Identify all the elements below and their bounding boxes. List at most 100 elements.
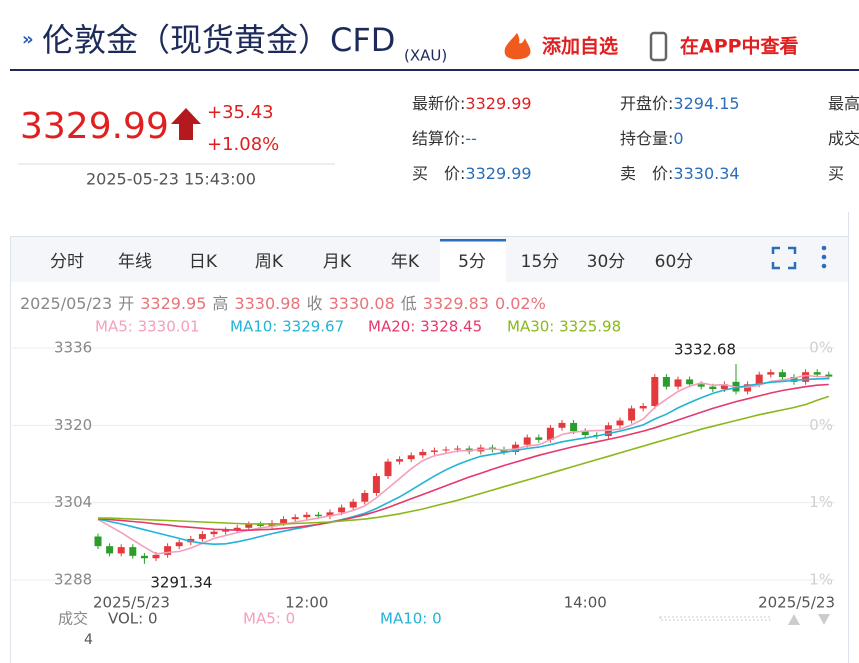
scroll-down[interactable]	[818, 614, 830, 625]
volume-title: 成交	[58, 610, 88, 628]
tab[interactable]: 周K	[255, 252, 284, 272]
chart: MA5: 3330.01 MA10: 3329.67 MA20: 3328.45 MA…	[12, 318, 835, 612]
percent: +1.08%	[207, 134, 279, 155]
tab[interactable]: 分时	[50, 252, 84, 272]
candle-body	[790, 377, 798, 382]
scroll-controls	[659, 614, 830, 625]
scroll-up[interactable]	[788, 614, 800, 625]
y-tick-label: 3288	[54, 571, 92, 589]
volume-axis-label: 4	[84, 632, 93, 648]
fullscreen-button[interactable]	[771, 246, 797, 270]
candle-body	[326, 512, 334, 517]
candle-body	[175, 542, 183, 547]
fullscreen-icon[interactable]	[771, 246, 797, 270]
active-tab-indicator	[440, 239, 506, 242]
open-app[interactable]: 在APP中查看	[649, 31, 799, 62]
candle-body	[164, 546, 172, 555]
stat-value: 0	[673, 129, 683, 148]
chart-panel	[10, 236, 849, 663]
tab[interactable]: 15分	[521, 252, 560, 272]
candle-body	[558, 422, 566, 428]
legend-entry: MA5: 3330.01	[95, 318, 200, 336]
stat-label: 成交	[828, 129, 859, 148]
stat-value: 3329.99	[465, 164, 531, 183]
stat-value: 3330.34	[673, 164, 739, 183]
dot[interactable]	[821, 245, 827, 251]
right-axis-label: 1%	[809, 571, 833, 589]
action-label[interactable]: 在APP中查看	[680, 35, 799, 58]
ma-line	[97, 377, 829, 546]
candle-body	[256, 524, 264, 526]
stat-label: 买	[828, 164, 844, 183]
candle-body	[106, 546, 114, 554]
candle-body	[372, 476, 380, 493]
tab[interactable]: 60分	[655, 252, 694, 272]
x-tick-label: 12:00	[285, 594, 328, 612]
right-axis-label: 1%	[809, 493, 833, 511]
tab[interactable]: 30分	[587, 252, 626, 272]
y-tick-label: 3304	[54, 493, 92, 511]
candle-body	[349, 501, 357, 508]
info-value: 3330.08	[329, 294, 395, 313]
volume-legend: MA5: 0	[243, 610, 295, 628]
stat-label: 最新价:	[412, 94, 465, 113]
active-tab[interactable]	[440, 240, 506, 282]
ma-line	[97, 374, 829, 555]
stat: 持仓量:0	[620, 129, 684, 148]
legend-entry: MA20: 3328.45	[368, 318, 482, 336]
more-button[interactable]	[821, 245, 827, 269]
candle-body	[407, 455, 415, 460]
tabs: 分时 年线 日K 周K 月K 年K 5分 15分 30分 60分	[50, 239, 693, 282]
price: 3329.99	[20, 106, 169, 147]
stat-label: 卖 价:	[620, 164, 673, 183]
low-label: 3291.34	[150, 573, 212, 591]
info-value: 3329.95	[140, 294, 206, 313]
candle-body	[581, 431, 589, 435]
volume-legend: VOL: 0	[108, 610, 158, 628]
candle-body	[152, 554, 160, 559]
candle-body	[720, 384, 728, 390]
info-label: 低	[401, 294, 417, 313]
candle-body	[396, 459, 404, 462]
candle-body	[674, 379, 682, 387]
info-label: 开	[118, 294, 134, 313]
candle-body	[280, 519, 288, 523]
candle-body	[245, 524, 253, 528]
title: 伦敦金（现货黄金）CFD	[42, 21, 395, 59]
x-tick-label: 2025/5/23	[758, 594, 835, 612]
stat-value: 3294.15	[673, 94, 739, 113]
candle-body	[430, 450, 438, 452]
tab[interactable]: 月K	[323, 252, 352, 272]
ohlc-info: 2025/05/23 开 3329.95 高 3330.98 收 3330.08 低 3329.…	[20, 294, 546, 313]
tab[interactable]: 年K	[391, 252, 420, 272]
dot[interactable]	[821, 254, 827, 260]
candle-body	[535, 437, 543, 440]
info-line: 2025/05/23 开 3329.95 高 3330.98 收 3330.08 低 3329.…	[20, 294, 546, 313]
dot[interactable]	[821, 263, 827, 269]
tab[interactable]: 年线	[118, 252, 152, 272]
candle-body	[697, 384, 705, 387]
info-value: 3330.98	[234, 294, 300, 313]
code: (XAU)	[404, 47, 447, 65]
candle-body	[546, 427, 554, 440]
right-axis-label: 0%	[809, 339, 833, 357]
tab[interactable]: 5分	[458, 252, 486, 272]
stat-label: 持仓量:	[620, 129, 673, 148]
candle-body	[129, 547, 137, 556]
ma-line	[98, 395, 830, 525]
candle-body	[755, 374, 763, 385]
candle-body	[628, 408, 636, 421]
stat-value: 3329.99	[465, 94, 531, 113]
add-favorite[interactable]: 添加自选	[504, 33, 618, 60]
y-tick-label: 3336	[54, 339, 92, 357]
candle-body	[361, 493, 369, 502]
info-date: 2025/05/23	[20, 294, 112, 313]
stat: 卖 价:3330.34	[620, 164, 740, 183]
header-rule	[10, 69, 859, 71]
stat-label: 结算价:	[412, 129, 465, 148]
volume-panel: 成交 VOL: 0 MA5: 0 MA10: 0 4	[58, 610, 442, 649]
action-label[interactable]: 添加自选	[542, 35, 618, 58]
tab[interactable]: 日K	[189, 252, 218, 272]
